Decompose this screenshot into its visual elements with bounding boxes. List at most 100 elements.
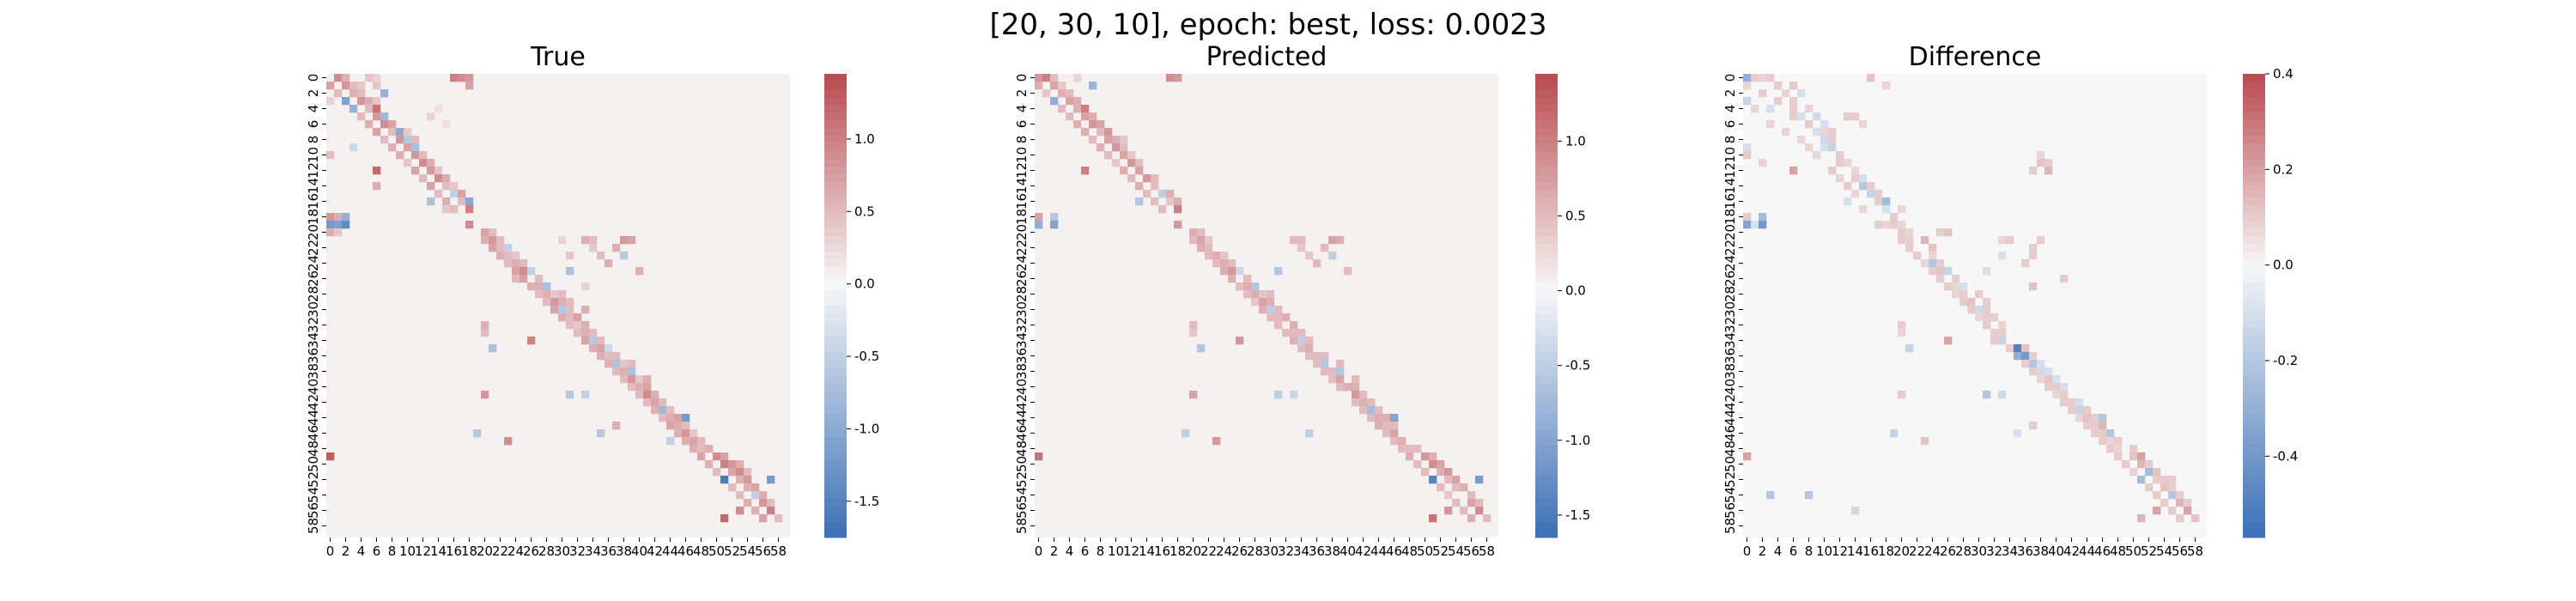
- heatmap-cell: [1483, 514, 1492, 523]
- x-tick-label: 0: [1743, 543, 1752, 559]
- heatmap-cell: [365, 74, 374, 82]
- heatmap-cell: [1437, 483, 1445, 492]
- heatmap-cell: [434, 190, 443, 198]
- heatmap-cell: [1467, 491, 1476, 500]
- colorbar-segment: [824, 174, 847, 183]
- heatmap-cell: [1050, 74, 1059, 82]
- heatmap-cell: [1375, 406, 1383, 415]
- heatmap-cell: [1120, 167, 1128, 175]
- heatmap-cell: [1751, 74, 1759, 82]
- heatmap-cell: [1205, 252, 1213, 260]
- heatmap-cell: [2137, 514, 2146, 523]
- heatmap-cell: [481, 228, 489, 237]
- heatmap-cell: [380, 120, 389, 129]
- colorbar-segment: [2243, 352, 2265, 361]
- heatmap-cell: [1313, 360, 1321, 368]
- colorbar-segment: [824, 514, 847, 523]
- heatmap-cell: [2014, 352, 2022, 361]
- heatmap-cell: [1097, 120, 1105, 129]
- y-tick-label: 8: [306, 136, 321, 144]
- y-tick-label: 46: [306, 425, 321, 441]
- x-tick-label: 52: [1432, 543, 1449, 559]
- heatmap-cell: [519, 275, 528, 283]
- y-tick-label: 12: [306, 162, 321, 179]
- heatmap-cell: [512, 259, 520, 268]
- y-tick-label: 34: [306, 332, 321, 349]
- heatmap-cell: [380, 112, 389, 121]
- heatmap-cell: [1220, 252, 1229, 260]
- heatmap-cell: [481, 391, 489, 399]
- heatmap-cell: [1375, 422, 1383, 430]
- heatmap-cell: [2153, 476, 2161, 484]
- heatmap-cell: [697, 452, 706, 461]
- heatmap-cell: [1290, 321, 1298, 330]
- heatmap-cell: [496, 244, 505, 252]
- heatmap-cell: [342, 97, 350, 106]
- heatmap-cell: [342, 213, 350, 222]
- heatmap-cell: [2129, 468, 2138, 477]
- heatmap-cell: [1975, 306, 1984, 314]
- heatmap-cell: [1305, 429, 1314, 438]
- x-tick-label: 34: [1293, 543, 1309, 559]
- x-tick-label: 40: [631, 543, 647, 559]
- heatmap-cell: [1921, 236, 1929, 245]
- heatmap-cell: [1104, 128, 1113, 137]
- heatmap-cell: [1066, 89, 1074, 98]
- colorbar-segment: [824, 313, 847, 322]
- heatmap-cell: [720, 514, 729, 523]
- heatmap-cell: [365, 120, 374, 129]
- heatmap-cell: [1143, 174, 1151, 183]
- colorbar-segment: [2243, 337, 2265, 345]
- heatmap-cell: [744, 476, 752, 484]
- heatmap-cell: [612, 367, 621, 376]
- heatmap-cell: [1890, 213, 1899, 222]
- colorbar-segment: [2243, 120, 2265, 129]
- heatmap-cell: [1359, 406, 1368, 415]
- heatmap-cell: [1921, 437, 1929, 446]
- heatmap-cell: [1367, 406, 1376, 415]
- x-tick-label: 14: [430, 543, 447, 559]
- colorbar-segment: [1535, 221, 1558, 229]
- heatmap-cell: [465, 74, 474, 82]
- heatmap-cell: [1774, 82, 1783, 90]
- heatmap-cell: [465, 82, 474, 90]
- heatmap-cell: [2060, 398, 2069, 407]
- colorbar-segment: [1535, 97, 1558, 106]
- heatmap-cell: [1212, 252, 1221, 260]
- heatmap-cell: [1820, 128, 1829, 137]
- heatmap-cell: [527, 337, 536, 345]
- x-tick-label: 56: [755, 543, 771, 559]
- heatmap-cell: [442, 182, 451, 191]
- heatmap-cell: [581, 329, 590, 337]
- heatmap-cell: [597, 352, 605, 361]
- heatmap-cell: [1073, 74, 1082, 82]
- y-tick-label: 30: [306, 301, 321, 318]
- heatmap-cell: [759, 514, 768, 523]
- heatmap-cell: [1050, 97, 1059, 106]
- heatmap-cell: [504, 437, 513, 446]
- heatmap-cell: [334, 74, 343, 82]
- colorbar-segment: [824, 499, 847, 507]
- colorbar-segment: [824, 213, 847, 222]
- heatmap-cell: [1251, 298, 1260, 307]
- heatmap-cell: [1297, 329, 1306, 337]
- y-tick-label: 24: [1722, 255, 1738, 271]
- heatmap-cell: [1112, 136, 1121, 144]
- heatmap-cell: [713, 452, 721, 461]
- x-tick-label: 36: [2017, 543, 2033, 559]
- x-tick-label: 46: [2094, 543, 2111, 559]
- y-tick-label: 38: [1014, 363, 1030, 379]
- colorbar-segment: [1535, 128, 1558, 137]
- heatmap-cell: [1112, 143, 1121, 152]
- heatmap-cell: [1290, 337, 1298, 345]
- colorbar-segment: [1535, 344, 1558, 353]
- colorbar-segment: [2243, 306, 2265, 314]
- heatmap-cell: [1913, 252, 1922, 260]
- colorbar-segment: [824, 97, 847, 106]
- heatmap-cell: [380, 89, 389, 98]
- heatmap-cell: [1166, 190, 1175, 198]
- heatmap-cell: [1274, 313, 1283, 322]
- colorbar-segment: [824, 228, 847, 237]
- heatmap-cell: [1336, 383, 1345, 392]
- heatmap-cell: [550, 298, 559, 307]
